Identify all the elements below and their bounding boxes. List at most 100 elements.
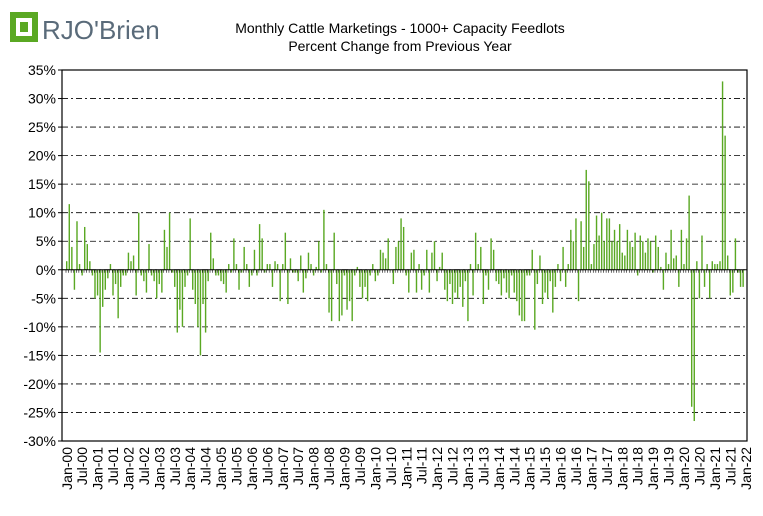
x-tick-label: Jul-04 <box>198 447 214 485</box>
x-tick-label: Jul-18 <box>630 447 646 485</box>
logo-text: RJO'Brien <box>42 15 160 45</box>
bar <box>670 229 672 270</box>
bar <box>84 226 86 270</box>
x-tick-label: Jan-14 <box>491 447 507 490</box>
bar <box>212 258 215 270</box>
bar <box>482 269 485 305</box>
bar <box>459 269 461 287</box>
bar <box>207 269 209 282</box>
bar <box>179 269 181 310</box>
bar <box>554 269 557 287</box>
bar <box>158 269 161 285</box>
bar <box>287 269 289 305</box>
bar <box>495 269 497 282</box>
bar <box>78 264 81 270</box>
bar <box>174 269 176 287</box>
x-tick-label: Jan-13 <box>460 447 476 490</box>
bar <box>480 246 482 270</box>
bar <box>102 269 104 307</box>
bar <box>513 269 515 293</box>
bar <box>706 264 708 270</box>
bar <box>613 229 616 270</box>
bar <box>135 269 137 296</box>
bar <box>616 241 618 270</box>
bar <box>575 218 577 270</box>
bar <box>420 269 423 290</box>
bar <box>210 232 212 270</box>
bar <box>336 269 338 285</box>
bar <box>256 269 258 276</box>
bar <box>96 269 99 296</box>
rjobrien-logo: RJO'Brien <box>10 12 160 45</box>
bar <box>197 269 199 327</box>
x-tick-label: Jul-09 <box>352 447 368 485</box>
bar <box>248 269 251 287</box>
x-tick-label: Jan-08 <box>306 447 322 490</box>
bar <box>577 269 580 302</box>
bar <box>608 218 611 270</box>
bar <box>534 269 536 330</box>
x-tick-label: Jul-16 <box>568 447 584 485</box>
bar <box>318 241 320 270</box>
x-tick-label: Jan-05 <box>213 447 229 490</box>
bar <box>132 255 135 270</box>
bar <box>94 269 96 299</box>
bar <box>359 269 361 287</box>
bar <box>194 269 197 305</box>
bar <box>269 264 271 270</box>
bar <box>657 246 659 270</box>
x-tick-label: Jan-20 <box>676 447 692 490</box>
bar <box>678 269 680 287</box>
bar <box>518 269 521 316</box>
bar <box>680 229 683 270</box>
x-tick-label: Jul-01 <box>105 447 121 485</box>
bar <box>120 269 122 287</box>
x-tick-label: Jan-18 <box>614 447 630 490</box>
bar <box>338 269 341 322</box>
bar <box>240 269 243 273</box>
bar <box>624 255 626 270</box>
x-tick-label: Jan-01 <box>90 447 106 490</box>
x-tick-label: Jan-12 <box>429 447 445 490</box>
bar <box>552 269 554 313</box>
bar <box>292 269 294 273</box>
bar <box>572 241 575 270</box>
bar <box>719 261 721 270</box>
bar <box>354 269 356 276</box>
bar <box>500 269 503 296</box>
bar <box>302 269 305 293</box>
x-tick-label: Jul-15 <box>537 447 553 485</box>
y-tick-label: -5% <box>31 290 56 306</box>
bar <box>328 269 330 313</box>
bar <box>562 246 564 270</box>
bar <box>369 269 371 276</box>
bar <box>238 269 240 290</box>
bar <box>567 264 569 270</box>
bar <box>521 269 523 322</box>
chart-title: Monthly Cattle Marketings - 1000+ Capaci… <box>235 20 565 36</box>
x-tick-label: Jul-02 <box>136 447 152 485</box>
x-tick-label: Jan-15 <box>522 447 538 490</box>
bar <box>626 229 629 270</box>
bar <box>361 269 364 299</box>
bar <box>220 269 222 282</box>
bar <box>590 264 593 270</box>
bar <box>253 249 256 270</box>
bar <box>91 269 94 276</box>
bar <box>433 241 436 270</box>
bar <box>405 269 407 276</box>
bar <box>76 221 78 270</box>
bar <box>726 255 729 270</box>
x-tick-label: Jul-17 <box>599 447 615 485</box>
bar <box>510 269 513 276</box>
x-tick-label: Jul-00 <box>74 447 90 485</box>
bar <box>122 269 124 276</box>
bar <box>642 241 644 270</box>
y-tick-label: 10% <box>28 205 56 221</box>
bar <box>166 246 168 270</box>
x-tick-label: Jan-17 <box>583 447 599 490</box>
bar <box>739 269 742 287</box>
bar <box>130 261 132 270</box>
bar <box>413 249 415 270</box>
bar <box>523 269 526 322</box>
